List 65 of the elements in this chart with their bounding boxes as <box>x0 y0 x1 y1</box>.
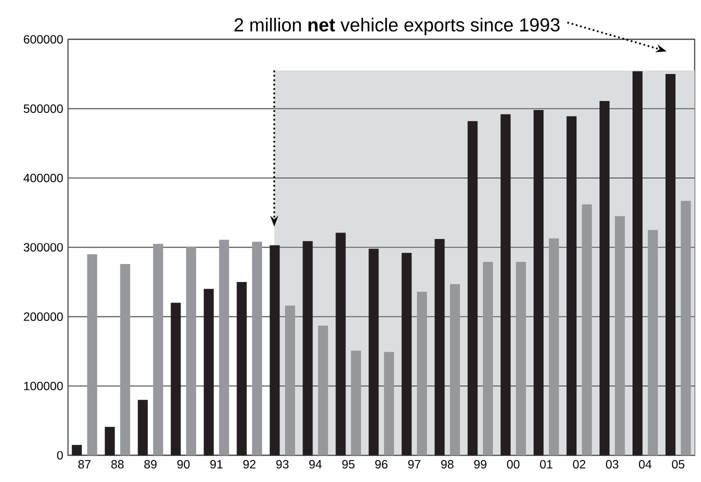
bar <box>548 238 559 456</box>
bar <box>666 74 676 456</box>
bar <box>351 350 362 456</box>
bar <box>500 114 511 456</box>
x-tick-label: 00 <box>507 460 520 469</box>
bar <box>236 282 247 456</box>
bar <box>582 204 592 456</box>
y-tick-label: 200000 <box>24 312 63 321</box>
bar <box>680 200 691 456</box>
bar <box>416 292 427 456</box>
bar <box>87 254 98 456</box>
bar <box>219 240 230 456</box>
y-tick-label: 500000 <box>24 104 63 113</box>
bar <box>468 121 478 456</box>
bar <box>285 306 296 456</box>
bar <box>153 244 164 456</box>
bar <box>566 116 577 456</box>
x-tick-label: 99 <box>474 460 486 469</box>
bar <box>252 242 262 456</box>
bar <box>600 101 610 456</box>
bar <box>402 252 412 456</box>
y-tick-label: 0 <box>57 451 63 460</box>
x-tick-label: 95 <box>342 460 355 469</box>
x-tick-label: 01 <box>540 460 552 469</box>
text: 2 million net vehicle exports since 1993 <box>234 18 560 36</box>
bar <box>534 110 544 456</box>
bar <box>632 71 643 456</box>
bar <box>72 444 82 456</box>
bar <box>614 216 625 456</box>
y-tick-label: 300000 <box>24 243 63 252</box>
bar <box>434 239 445 456</box>
x-tick-label: 97 <box>408 460 420 469</box>
y-tick-label: 400000 <box>24 174 63 182</box>
bar <box>138 400 148 456</box>
y-tick-label: 100000 <box>24 382 63 390</box>
bar <box>368 248 379 456</box>
x-tick-label: 96 <box>375 460 388 469</box>
x-tick-label: 93 <box>276 460 289 469</box>
bar <box>336 232 346 456</box>
x-tick-label: 98 <box>441 460 454 469</box>
x-tick-label: 94 <box>309 460 322 469</box>
bar <box>270 245 280 456</box>
bar <box>318 326 328 456</box>
bar <box>104 426 115 456</box>
x-tick-label: 05 <box>672 460 684 469</box>
bar <box>186 246 196 456</box>
bar <box>120 264 130 456</box>
bar <box>170 302 181 456</box>
bar <box>204 288 214 456</box>
x-tick-label: 89 <box>144 460 157 469</box>
x-tick-label: 91 <box>210 460 223 469</box>
bar <box>450 284 460 456</box>
y-tick-label: 600000 <box>24 35 63 44</box>
x-tick-label: 02 <box>573 460 586 469</box>
x-tick-label: 04 <box>638 460 652 469</box>
bar <box>516 262 526 456</box>
x-tick-label: 87 <box>78 460 91 469</box>
x-tick-label: 92 <box>243 460 256 469</box>
bar <box>482 262 493 456</box>
bar <box>648 230 658 456</box>
bar <box>384 352 394 456</box>
x-tick-label: 88 <box>111 460 124 469</box>
bar <box>302 241 313 456</box>
x-tick-label: 03 <box>606 460 618 469</box>
x-tick-label: 90 <box>177 460 190 469</box>
